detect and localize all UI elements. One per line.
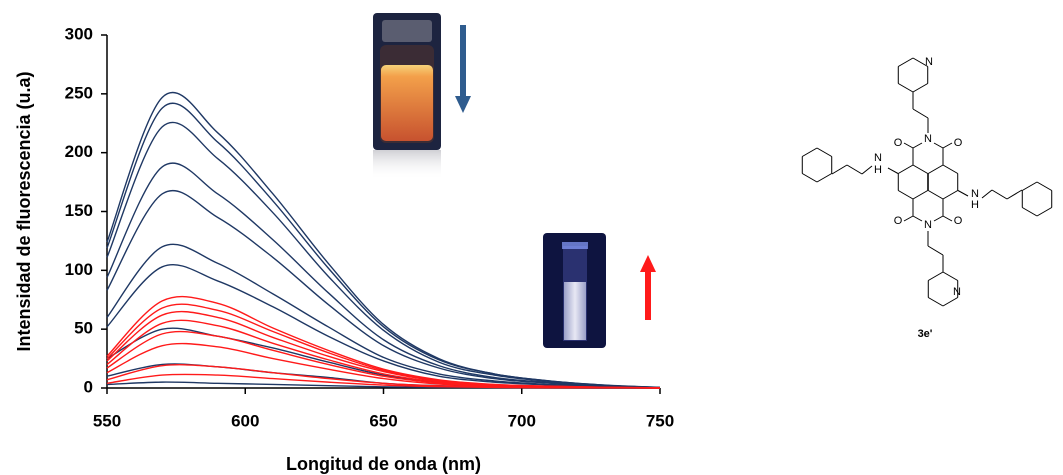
- x-tick-label: 650: [369, 411, 397, 430]
- bond: [942, 190, 958, 200]
- down-arrow: [455, 25, 471, 113]
- atom-label: N: [953, 286, 961, 298]
- bond: [846, 164, 863, 175]
- plot-area: 0 50 100 150 200 250 300 550 600 650 700 750 Longitu…: [14, 24, 674, 474]
- bond: [912, 57, 928, 67]
- atom-label: O: [894, 215, 903, 227]
- bond: [903, 142, 914, 149]
- y-axis-label: Intensidad de fluorescencia (u.a): [14, 71, 34, 351]
- atom-label: O: [894, 137, 903, 149]
- bond: [898, 190, 914, 200]
- bond: [927, 245, 944, 256]
- atom-label: N: [971, 188, 979, 200]
- bond: [928, 297, 944, 307]
- bond: [831, 164, 848, 175]
- atom-label: N: [924, 133, 932, 145]
- bond: [942, 142, 953, 149]
- y-tick-label: 100: [65, 260, 93, 279]
- y-tick-label: 300: [65, 24, 93, 43]
- bond: [802, 173, 818, 183]
- compound-label: 3e': [918, 328, 933, 340]
- bond: [957, 190, 969, 197]
- bond: [928, 271, 944, 281]
- y-tick-label: 0: [84, 377, 93, 396]
- atom-label: O: [954, 215, 963, 227]
- bond: [887, 167, 899, 174]
- bond: [1036, 207, 1052, 217]
- bond: [942, 271, 958, 281]
- atom-label: N: [924, 219, 932, 231]
- bond: [942, 297, 958, 307]
- bond: [912, 142, 923, 149]
- atom-label: N: [925, 56, 933, 68]
- bond: [981, 189, 993, 199]
- cuvette-photo: [543, 233, 606, 348]
- bond: [928, 190, 944, 200]
- x-tick-label: 600: [231, 411, 259, 430]
- x-axis-label: Longitud de onda (nm): [286, 454, 481, 474]
- bond: [816, 147, 832, 157]
- bond: [1022, 207, 1038, 217]
- bond: [1036, 181, 1052, 191]
- bond: [898, 57, 914, 67]
- bond: [942, 215, 953, 222]
- y-tick-label: 50: [74, 319, 93, 338]
- x-tick-label: 700: [508, 411, 536, 430]
- bond: [898, 83, 914, 93]
- y-tick-label: 150: [65, 201, 93, 220]
- up-arrow: [640, 255, 656, 320]
- bond: [912, 215, 923, 222]
- bond: [912, 83, 928, 93]
- bond: [1022, 181, 1038, 191]
- bond: [903, 215, 914, 222]
- bond: [942, 164, 958, 174]
- x-tick-label: 550: [93, 411, 121, 430]
- y-tick-label: 250: [65, 83, 93, 102]
- atom-label: O: [954, 137, 963, 149]
- bond: [928, 164, 944, 174]
- bond: [912, 190, 928, 200]
- series-line: [106, 121, 661, 389]
- x-tick-label: 750: [646, 411, 674, 430]
- bond: [933, 215, 944, 222]
- bond: [912, 108, 929, 119]
- bond: [991, 189, 1008, 200]
- bond: [898, 164, 914, 174]
- bond: [816, 173, 832, 183]
- atom-label: N: [874, 152, 882, 164]
- bond: [802, 147, 818, 157]
- series-line: [106, 189, 661, 389]
- bond: [1006, 189, 1023, 200]
- series-line: [106, 373, 661, 389]
- y-tick-label: 200: [65, 142, 93, 161]
- vial-photo: [373, 13, 441, 180]
- bond: [912, 164, 928, 174]
- atom-label: H: [971, 199, 979, 211]
- bond: [933, 142, 944, 149]
- bond: [861, 165, 873, 175]
- atom-label: H: [874, 164, 882, 176]
- series-line: [106, 264, 661, 389]
